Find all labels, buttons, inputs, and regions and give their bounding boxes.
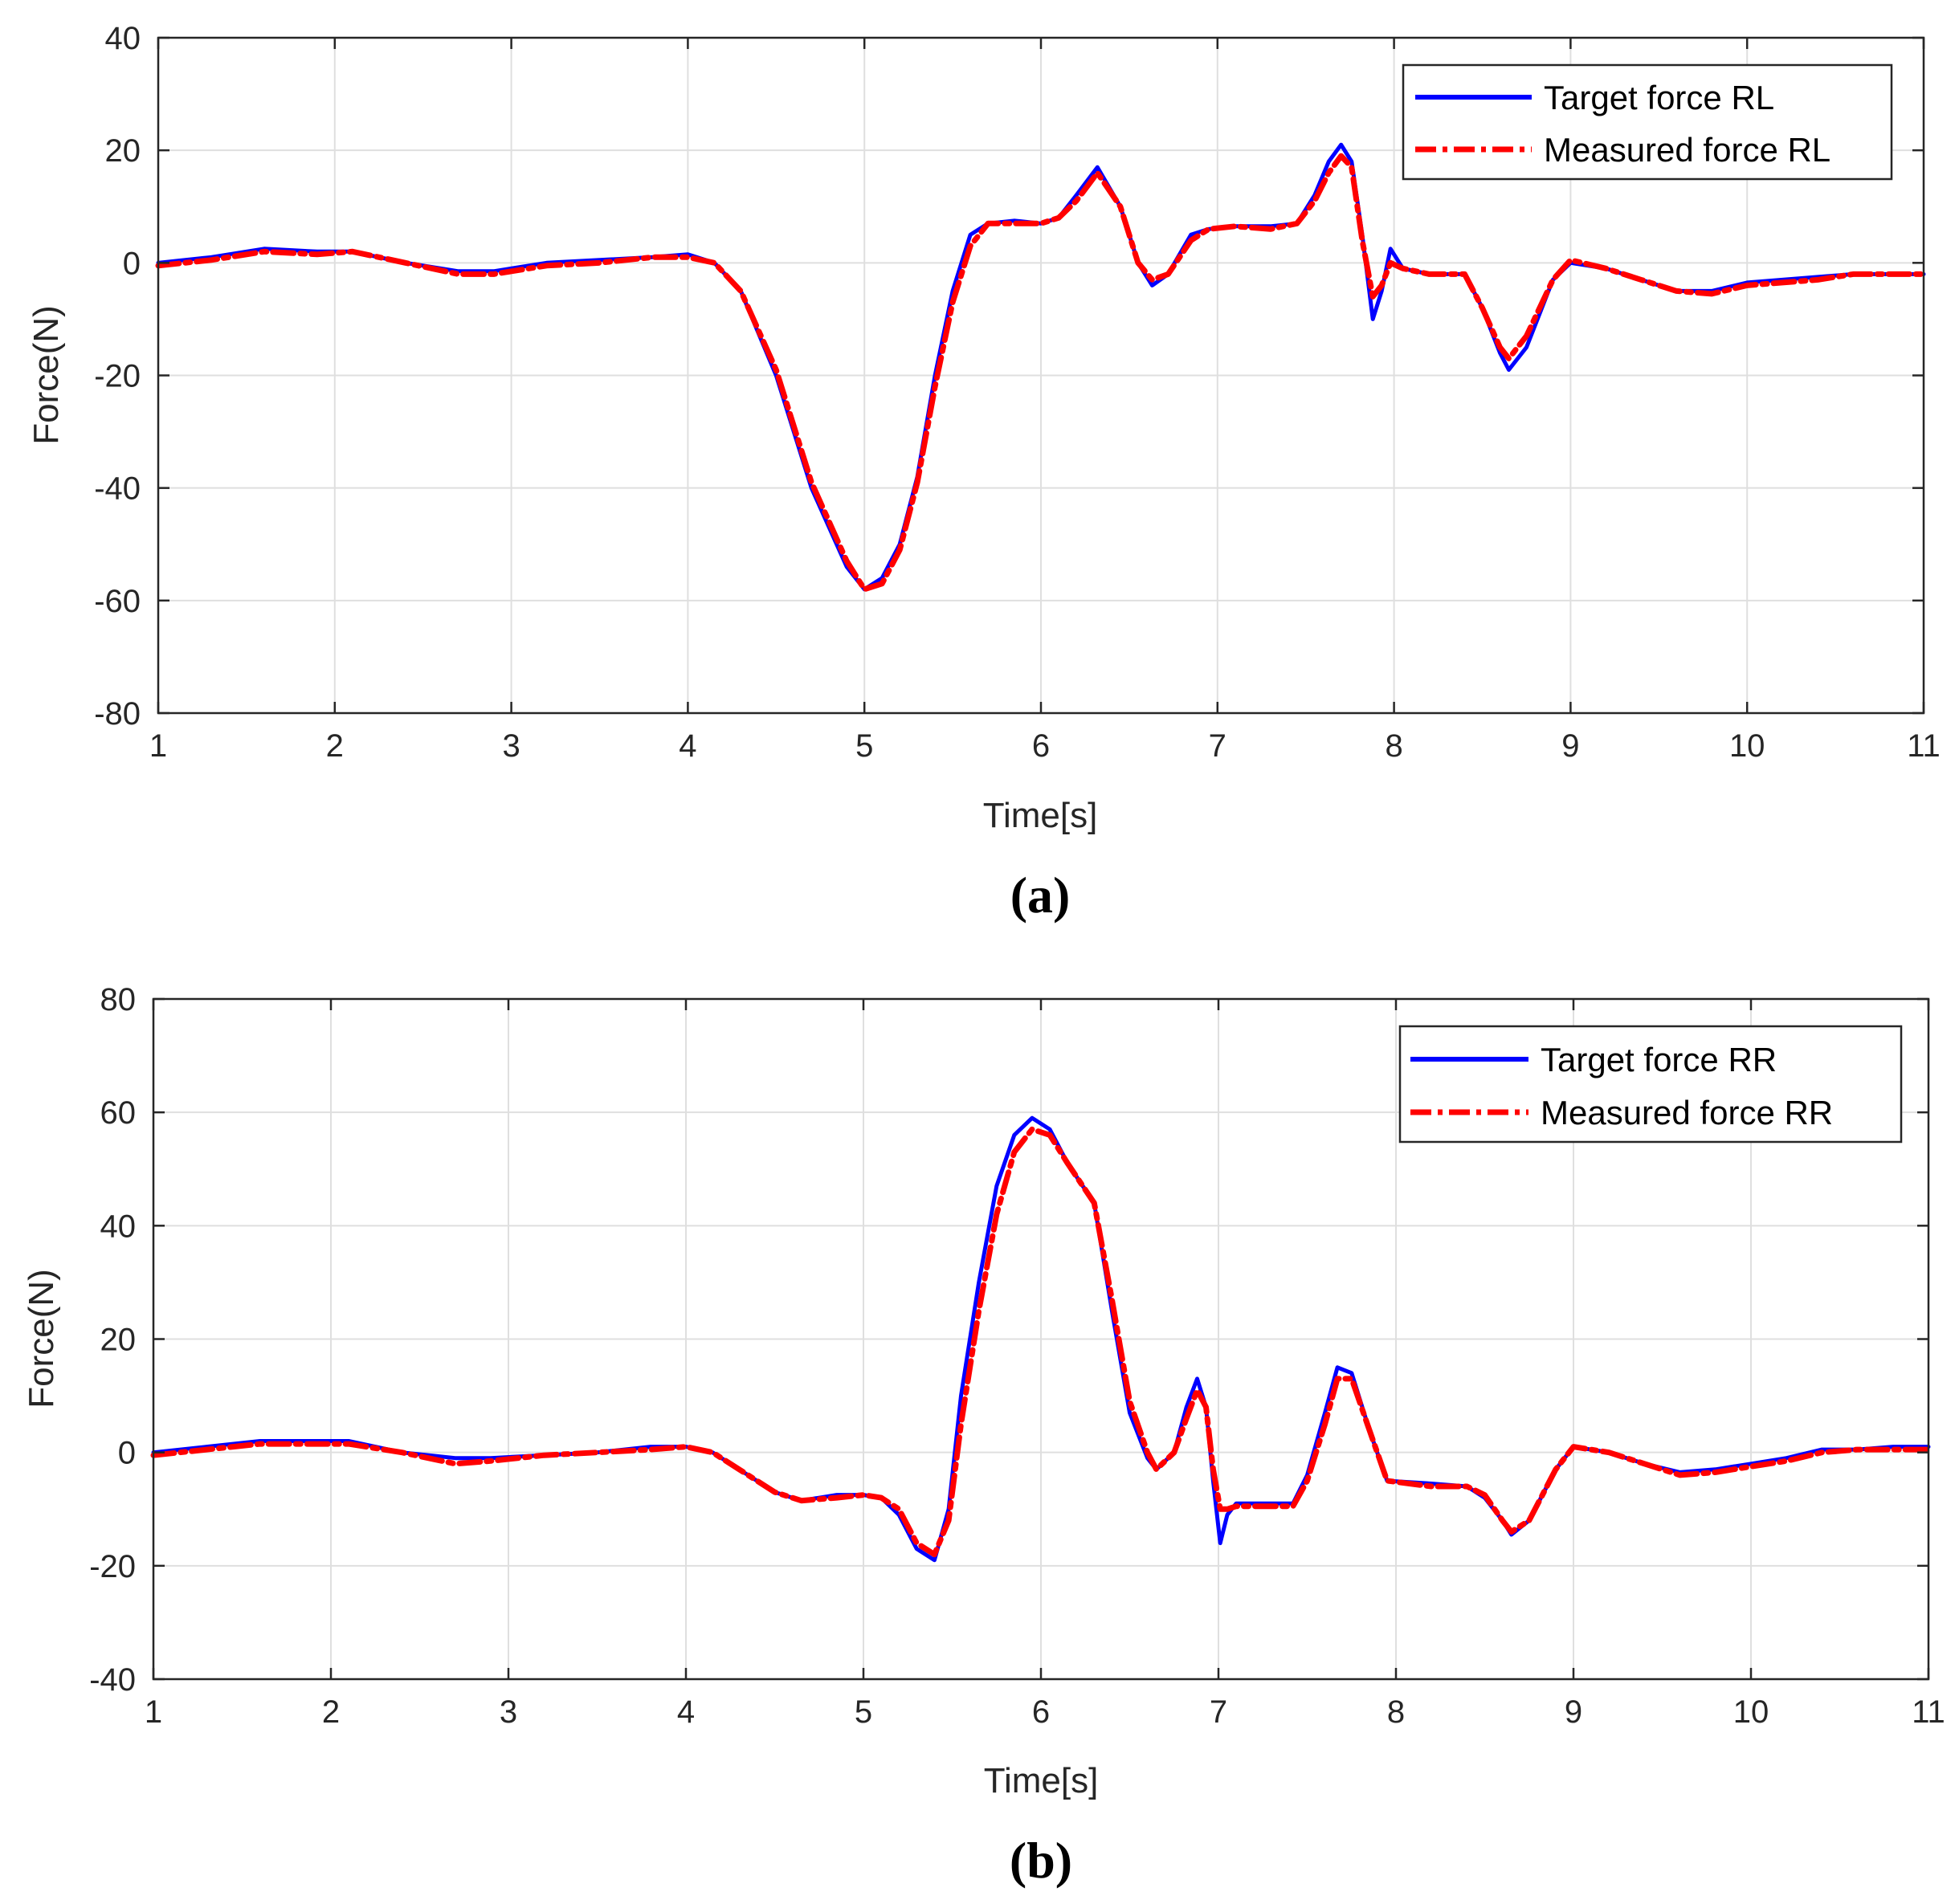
legend-a: Target force RL Measured force RL (1402, 63, 1893, 181)
x-tick-label-b-7: 8 (1387, 1694, 1405, 1730)
x-tick-label-b-1: 2 (322, 1694, 340, 1730)
chart-panel-b: 1 2 3 4 5 6 7 8 9 10 11 -40 -20 0 20 40 60 80 Time[s] For… (22, 982, 1945, 1889)
y-tick-label-b-2: 0 (118, 1436, 136, 1471)
x-tick-label-a-10: 11 (1907, 728, 1941, 764)
x-tick-label-b-10: 11 (1912, 1694, 1945, 1730)
gridlines-a (158, 38, 1924, 713)
chart-panel-a: 1 2 3 4 5 6 7 8 9 10 11 -80 -60 -40 -20 0 20 40 Time[s] F… (27, 21, 1941, 923)
legend-box-b (1398, 1025, 1903, 1144)
tick-labels-b: 1 2 3 4 5 6 7 8 9 10 11 -40 -20 0 20 40 60 80 (89, 982, 1945, 1730)
y-tick-label-a-3: -20 (94, 359, 141, 394)
x-tick-label-b-9: 10 (1733, 1694, 1769, 1730)
panel-label-a: (a) (1010, 866, 1071, 923)
x-tick-label-a-4: 5 (855, 728, 873, 764)
legend-box-a (1402, 63, 1893, 181)
x-tick-label-b-0: 1 (145, 1694, 162, 1730)
x-axis-label-a: Time[s] (983, 796, 1098, 835)
tick-labels-a: 1 2 3 4 5 6 7 8 9 10 11 -80 -60 -40 -20 0 20 40 (94, 21, 1941, 764)
y-tick-label-b-1: -20 (89, 1549, 136, 1584)
x-tick-label-a-3: 4 (679, 728, 696, 764)
x-tick-label-b-6: 7 (1210, 1694, 1227, 1730)
x-tick-label-a-9: 10 (1729, 728, 1765, 764)
y-tick-label-b-3: 20 (100, 1323, 137, 1358)
x-tick-label-b-4: 5 (855, 1694, 872, 1730)
series-lines-a (155, 142, 1927, 593)
panel-label-b: (b) (1010, 1832, 1072, 1889)
y-tick-label-a-1: -60 (94, 584, 141, 619)
x-tick-label-a-6: 7 (1209, 728, 1226, 764)
y-tick-label-b-0: -40 (89, 1662, 136, 1698)
y-tick-label-a-4: 0 (123, 246, 141, 281)
x-tick-label-a-2: 3 (502, 728, 520, 764)
x-tick-label-b-3: 4 (677, 1694, 695, 1730)
y-tick-label-a-6: 40 (105, 21, 141, 56)
y-tick-label-a-5: 20 (105, 133, 141, 169)
legend-label-target-rl: Target force RL (1544, 79, 1774, 116)
x-tick-label-b-8: 9 (1565, 1694, 1582, 1730)
y-axis-label-b: Force(N) (22, 1269, 61, 1409)
x-tick-label-b-5: 6 (1032, 1694, 1050, 1730)
x-axis-label-b: Time[s] (984, 1761, 1099, 1800)
series-lines-b (150, 1115, 1932, 1563)
legend-label-target-rr: Target force RR (1541, 1041, 1777, 1078)
legend-label-measured-rl: Measured force RL (1544, 131, 1830, 169)
series-line-b-measured (150, 1126, 1932, 1558)
y-tick-label-b-4: 40 (100, 1209, 137, 1244)
legend-b: Target force RR Measured force RR (1398, 1025, 1903, 1144)
legend-label-measured-rr: Measured force RR (1541, 1094, 1833, 1131)
y-tick-label-b-5: 60 (100, 1095, 137, 1131)
y-tick-label-a-2: -40 (94, 471, 141, 507)
y-tick-label-b-6: 80 (100, 982, 137, 1017)
y-tick-label-a-0: -80 (94, 696, 141, 732)
x-tick-label-a-7: 8 (1385, 728, 1402, 764)
x-tick-label-a-0: 1 (149, 728, 167, 764)
x-tick-label-a-1: 2 (326, 728, 344, 764)
x-tick-label-b-2: 3 (500, 1694, 517, 1730)
x-tick-label-a-5: 6 (1032, 728, 1050, 764)
y-axis-label-a: Force(N) (27, 305, 66, 445)
series-line-a-measured (155, 153, 1927, 593)
x-tick-label-a-8: 9 (1561, 728, 1579, 764)
